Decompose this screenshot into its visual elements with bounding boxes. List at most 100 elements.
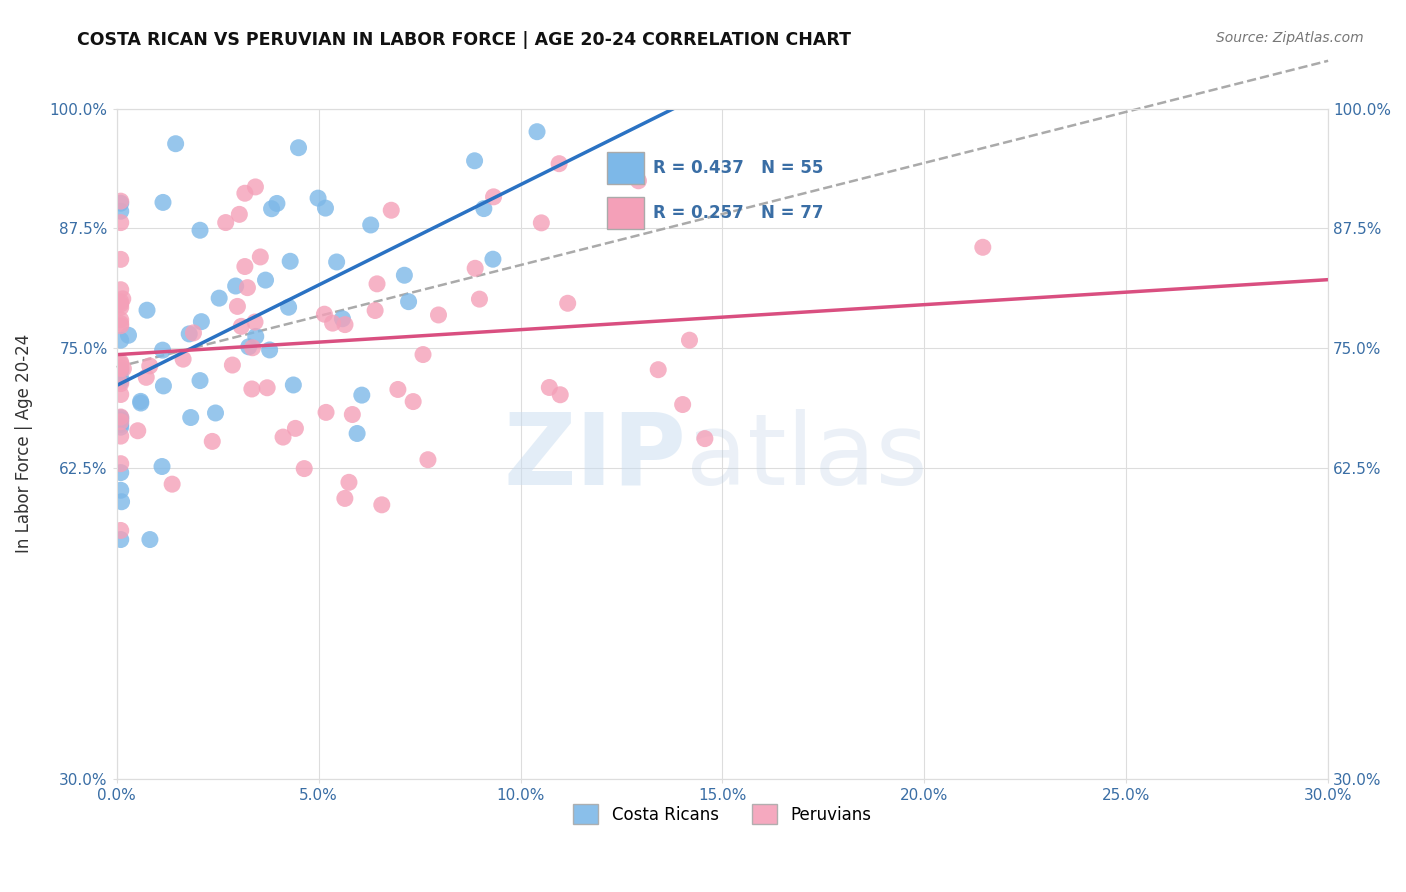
Point bbox=[277, 300, 299, 314]
Point bbox=[371, 498, 394, 512]
Point bbox=[287, 141, 309, 155]
Point bbox=[172, 352, 194, 367]
Point bbox=[526, 125, 548, 139]
Point bbox=[204, 406, 226, 420]
Point bbox=[225, 279, 247, 293]
Point bbox=[346, 426, 368, 441]
Point bbox=[240, 382, 263, 396]
Point bbox=[152, 343, 174, 358]
Point bbox=[110, 376, 132, 391]
Point bbox=[238, 340, 260, 354]
Point bbox=[256, 381, 278, 395]
Point bbox=[236, 280, 259, 294]
Point bbox=[208, 291, 231, 305]
Text: ZIP: ZIP bbox=[503, 409, 686, 506]
Point bbox=[245, 180, 267, 194]
Point bbox=[110, 457, 132, 471]
Point bbox=[110, 194, 132, 209]
Point bbox=[231, 319, 253, 334]
Point bbox=[110, 375, 132, 389]
Point bbox=[110, 371, 132, 385]
Point bbox=[266, 196, 288, 211]
Point bbox=[112, 361, 135, 376]
Point bbox=[139, 533, 162, 547]
Point bbox=[221, 358, 243, 372]
Point bbox=[242, 341, 264, 355]
Point bbox=[152, 195, 174, 210]
Point bbox=[110, 204, 132, 219]
Point bbox=[110, 420, 132, 434]
Point bbox=[292, 461, 315, 475]
Point bbox=[672, 398, 695, 412]
Point bbox=[110, 409, 132, 424]
Y-axis label: In Labor Force | Age 20-24: In Labor Force | Age 20-24 bbox=[15, 334, 32, 553]
Point bbox=[364, 303, 387, 318]
Point bbox=[315, 405, 337, 419]
Point bbox=[342, 408, 364, 422]
Point bbox=[110, 333, 132, 347]
Point bbox=[350, 388, 373, 402]
Point bbox=[110, 410, 132, 425]
Text: atlas: atlas bbox=[686, 409, 928, 506]
Point bbox=[325, 255, 347, 269]
Point bbox=[322, 316, 344, 330]
Point bbox=[201, 434, 224, 449]
Point bbox=[135, 370, 157, 384]
Point bbox=[179, 326, 201, 341]
Point bbox=[254, 273, 277, 287]
Point bbox=[427, 308, 450, 322]
Point bbox=[110, 415, 132, 429]
Point bbox=[412, 347, 434, 361]
Point bbox=[188, 223, 211, 237]
Point bbox=[129, 396, 152, 410]
Point bbox=[110, 524, 132, 538]
Point bbox=[283, 378, 305, 392]
Point bbox=[416, 452, 439, 467]
Point bbox=[165, 136, 187, 151]
Point bbox=[136, 303, 159, 318]
Point bbox=[693, 432, 716, 446]
Legend: Costa Ricans, Peruvians: Costa Ricans, Peruvians bbox=[567, 797, 879, 831]
Point bbox=[111, 292, 134, 306]
Point bbox=[260, 202, 283, 216]
Point bbox=[314, 307, 336, 321]
Point bbox=[190, 315, 212, 329]
Point bbox=[110, 361, 132, 376]
Point bbox=[110, 417, 132, 432]
Point bbox=[110, 429, 132, 443]
Point bbox=[110, 252, 132, 267]
Point bbox=[245, 329, 267, 343]
Point bbox=[110, 301, 132, 315]
Point bbox=[188, 374, 211, 388]
Point bbox=[472, 202, 495, 216]
Point bbox=[152, 379, 174, 393]
Point bbox=[627, 174, 650, 188]
Point bbox=[160, 477, 183, 491]
Point bbox=[139, 359, 162, 373]
Text: COSTA RICAN VS PERUVIAN IN LABOR FORCE | AGE 20-24 CORRELATION CHART: COSTA RICAN VS PERUVIAN IN LABOR FORCE |… bbox=[77, 31, 851, 49]
Point bbox=[233, 186, 256, 201]
Point bbox=[110, 294, 132, 309]
Point bbox=[314, 201, 336, 215]
Point bbox=[398, 294, 420, 309]
Point bbox=[129, 394, 152, 409]
Point bbox=[233, 260, 256, 274]
Point bbox=[110, 297, 132, 311]
Point bbox=[183, 326, 205, 340]
Point bbox=[110, 494, 132, 508]
Point bbox=[127, 424, 149, 438]
Point bbox=[243, 315, 266, 329]
Point bbox=[647, 362, 669, 376]
Point bbox=[249, 250, 271, 264]
Point bbox=[228, 207, 250, 221]
Point bbox=[284, 421, 307, 435]
Point bbox=[464, 261, 486, 276]
Point bbox=[538, 380, 561, 394]
Point bbox=[110, 466, 132, 480]
Point bbox=[110, 357, 132, 371]
Point bbox=[110, 360, 132, 375]
Point bbox=[271, 430, 294, 444]
Point bbox=[110, 317, 132, 331]
Point bbox=[394, 268, 416, 283]
Point bbox=[380, 203, 402, 218]
